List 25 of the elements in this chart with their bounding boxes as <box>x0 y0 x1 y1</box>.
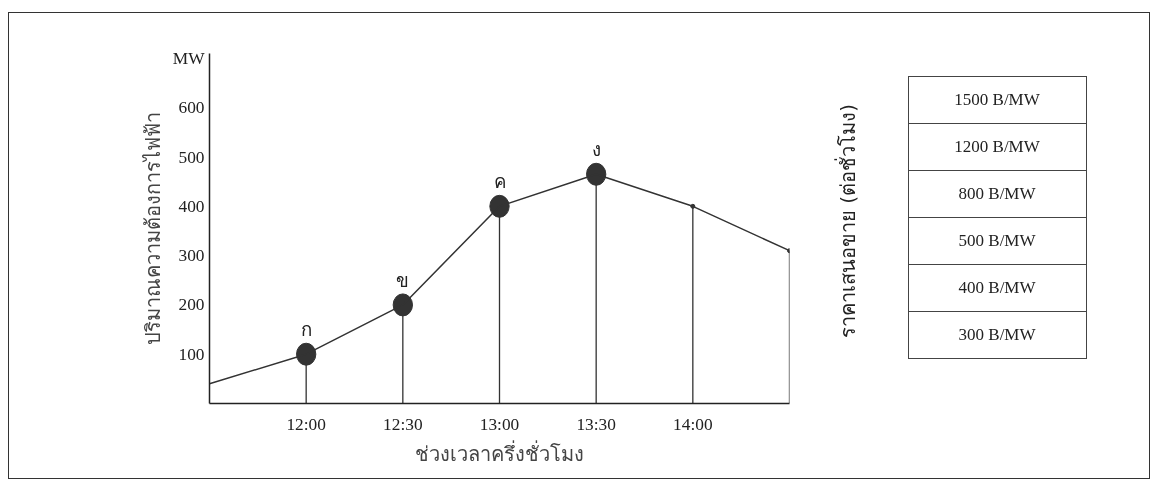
y-tick-label: 300 <box>178 246 205 266</box>
y-tick-label: MW <box>172 48 206 68</box>
annotation: ค <box>493 171 506 193</box>
annotation: ก <box>300 319 312 341</box>
text: ราคาเสนอขาย (ต่อชั่วโมง) <box>834 103 861 340</box>
text: 800 B/MW <box>908 170 1087 218</box>
annotation: ง <box>591 139 601 161</box>
text: 1500 B/MW <box>908 76 1087 124</box>
x-axis-title: ช่วงเวลาครึ่งชั่วโมง <box>415 439 584 466</box>
x-tick-label: 12:30 <box>383 414 423 434</box>
x-tick-label: 12:00 <box>286 414 326 434</box>
y-axis-title: ปริมาณความต้องการไฟฟ้า <box>140 112 165 345</box>
text: 400 B/MW <box>908 264 1087 312</box>
text: 300 B/MW <box>908 311 1087 359</box>
x-tick-label: 13:00 <box>479 414 520 434</box>
text: 1200 B/MW <box>908 123 1087 171</box>
annotation: ข <box>396 269 410 291</box>
y-tick-label: 600 <box>178 98 205 118</box>
x-tick-label: 14:00 <box>673 414 713 434</box>
text: 500 B/MW <box>908 217 1087 265</box>
y-tick-label: 500 <box>178 147 205 167</box>
y-tick-label: 200 <box>178 295 205 315</box>
x-tick-label: 13:30 <box>576 414 616 434</box>
y-tick-label: 100 <box>178 344 205 364</box>
y-tick-label: 400 <box>178 196 205 216</box>
